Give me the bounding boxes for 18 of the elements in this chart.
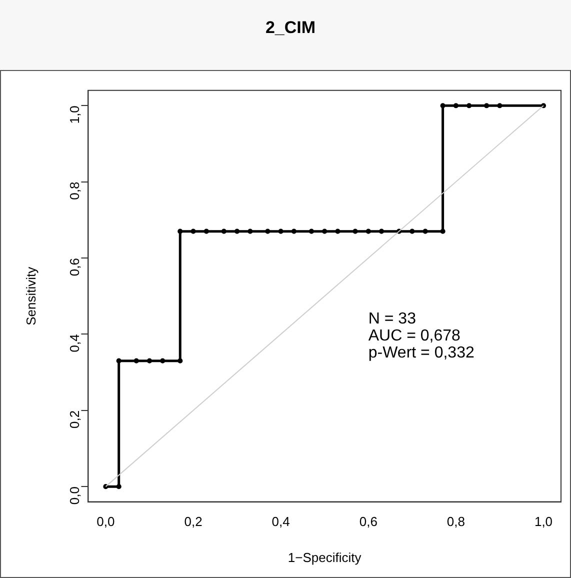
x-tick-label: 1,0 <box>534 514 553 530</box>
x-tick-label: 0,8 <box>446 514 465 530</box>
x-tick-label: 0,4 <box>272 514 290 530</box>
x-axis-title: 1−Specificity <box>288 550 362 565</box>
annotation: p-Wert = 0,332 <box>368 344 474 362</box>
y-axis-title: Sensitivity <box>23 266 38 326</box>
y-tick-label: 0,0 <box>66 486 82 505</box>
y-tick-label: 0,4 <box>66 334 82 352</box>
x-tick-label: 0,2 <box>184 514 202 530</box>
y-tick-label: 0,2 <box>66 410 82 428</box>
y-tick-label: 0,8 <box>66 182 82 200</box>
x-tick-label: 0,6 <box>359 514 378 530</box>
x-tick-label: 0,0 <box>96 514 115 530</box>
y-tick-label: 1,0 <box>66 106 82 124</box>
chart-title: 2_CIM <box>265 18 316 37</box>
annotation: N = 33 <box>368 310 416 328</box>
annotation: AUC = 0,678 <box>368 328 461 345</box>
y-tick-label: 0,6 <box>66 258 82 276</box>
